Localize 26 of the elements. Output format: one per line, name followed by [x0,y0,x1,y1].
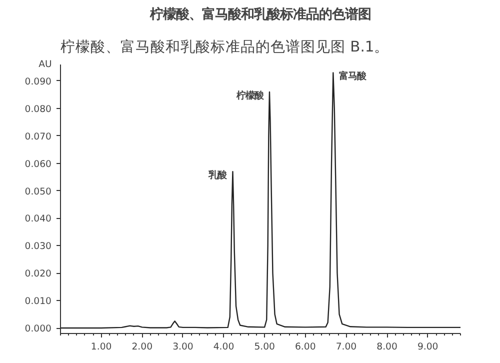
line-series [60,72,460,329]
annotation: 富马酸 [339,71,368,82]
x-tick-label: 9.00 [417,342,438,352]
annotation: 柠檬酸 [235,90,264,102]
y-axis-title: AU [38,59,52,70]
x-tick-label: 4.00 [213,342,234,352]
y-tick-label: 0.030 [24,241,52,252]
x-tick-label: 5.00 [254,342,276,352]
chart-title: 柠檬酸、富马酸和乳酸标准品的色谱图 [149,6,371,22]
y-tick-label: 0.040 [24,214,52,225]
x-tick-label: 6.00 [295,342,316,352]
y-tick-label: 0.000 [24,324,52,335]
annotation: 乳酸 [208,170,228,182]
y-tick-label: 0.070 [24,131,52,142]
x-tick-label: 7.00 [336,342,357,352]
y-tick-label: 0.060 [24,158,52,170]
y-tick-label: 0.010 [24,296,52,308]
x-tick-label: 8.00 [376,342,398,352]
y-tick-label: 0.080 [24,104,52,115]
chart-subtitle: 柠檬酸、富马酸和乳酸标准品的色谱图见图 B.1。 [60,38,390,56]
x-tick-label: 2.00 [132,342,153,352]
y-tick-label: 0.090 [24,76,52,88]
y-tick-label: 0.020 [24,268,52,280]
y-tick-label: 0.050 [24,186,52,198]
x-tick-label: 3.00 [172,342,194,352]
x-tick-label: 1.00 [90,342,112,352]
